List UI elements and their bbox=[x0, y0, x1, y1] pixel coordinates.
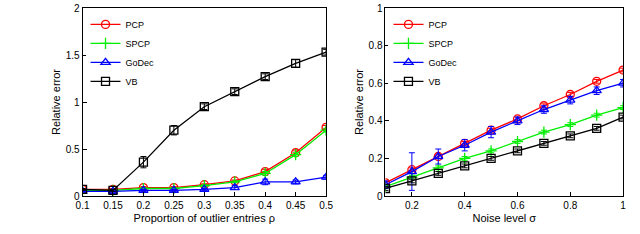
svg-text:1: 1 bbox=[620, 200, 626, 211]
svg-text:Relative error: Relative error bbox=[353, 69, 365, 135]
svg-text:0.2: 0.2 bbox=[405, 200, 419, 211]
svg-text:0.1: 0.1 bbox=[76, 200, 90, 211]
svg-text:1: 1 bbox=[377, 3, 383, 14]
svg-text:0.15: 0.15 bbox=[103, 200, 123, 211]
svg-text:Noise level σ: Noise level σ bbox=[472, 212, 536, 224]
svg-text:PCP: PCP bbox=[428, 20, 447, 30]
svg-text:0.45: 0.45 bbox=[286, 200, 306, 211]
svg-text:GoDec: GoDec bbox=[428, 58, 457, 68]
svg-text:GoDec: GoDec bbox=[126, 58, 155, 68]
svg-text:0.6: 0.6 bbox=[511, 200, 525, 211]
svg-text:0.3: 0.3 bbox=[197, 200, 211, 211]
svg-text:0.4: 0.4 bbox=[258, 200, 272, 211]
svg-text:0.2: 0.2 bbox=[136, 200, 150, 211]
svg-text:0.5: 0.5 bbox=[319, 200, 333, 211]
svg-text:0.8: 0.8 bbox=[369, 40, 383, 51]
svg-text:SPCP: SPCP bbox=[126, 39, 151, 49]
svg-text:0: 0 bbox=[74, 191, 80, 202]
svg-text:2: 2 bbox=[74, 3, 80, 14]
svg-text:VB: VB bbox=[126, 77, 138, 87]
svg-text:0.8: 0.8 bbox=[563, 200, 577, 211]
svg-text:0.6: 0.6 bbox=[369, 78, 383, 89]
svg-text:0.35: 0.35 bbox=[225, 200, 245, 211]
svg-text:Relative error: Relative error bbox=[50, 69, 62, 135]
svg-text:1: 1 bbox=[74, 97, 80, 108]
svg-text:0: 0 bbox=[377, 191, 383, 202]
svg-text:0.5: 0.5 bbox=[66, 144, 80, 155]
svg-text:0.25: 0.25 bbox=[164, 200, 184, 211]
svg-text:SPCP: SPCP bbox=[428, 39, 453, 49]
svg-text:PCP: PCP bbox=[126, 20, 145, 30]
svg-text:Proportion of outlier entries: Proportion of outlier entries ρ bbox=[134, 212, 275, 224]
svg-text:VB: VB bbox=[428, 77, 440, 87]
svg-text:0.4: 0.4 bbox=[369, 115, 383, 126]
svg-text:1.5: 1.5 bbox=[66, 50, 80, 61]
svg-text:0.4: 0.4 bbox=[458, 200, 472, 211]
svg-text:0.2: 0.2 bbox=[369, 153, 383, 164]
